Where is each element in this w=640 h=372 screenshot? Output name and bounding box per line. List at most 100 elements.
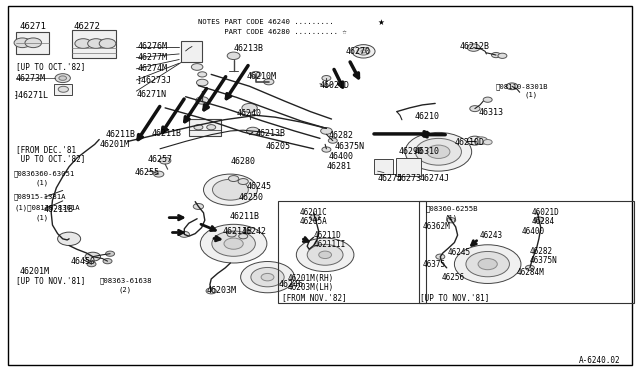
Text: [UP TO NOV.'81]: [UP TO NOV.'81] <box>16 276 85 285</box>
Circle shape <box>198 72 207 77</box>
Text: 46201M(RH): 46201M(RH) <box>288 274 334 283</box>
Circle shape <box>328 138 337 143</box>
Circle shape <box>361 50 366 53</box>
Bar <box>374 159 393 174</box>
Text: 46242: 46242 <box>242 227 267 236</box>
Text: 46213B: 46213B <box>256 129 286 138</box>
Circle shape <box>55 74 70 83</box>
Circle shape <box>99 39 116 48</box>
Bar <box>181 41 202 62</box>
Text: 46290: 46290 <box>398 147 423 156</box>
Circle shape <box>25 38 42 48</box>
Circle shape <box>242 103 257 112</box>
Text: [UP TO OCT.'82]: [UP TO OCT.'82] <box>16 62 85 71</box>
Text: 46246: 46246 <box>278 280 303 289</box>
Text: ⑥08360-6255B: ⑥08360-6255B <box>426 206 478 212</box>
Circle shape <box>467 136 483 145</box>
Circle shape <box>194 125 203 130</box>
Text: [FROM NOV.'82]: [FROM NOV.'82] <box>282 293 346 302</box>
Text: NOTES PART CODE 46240 .........: NOTES PART CODE 46240 ......... <box>198 19 334 25</box>
Text: 46313: 46313 <box>479 108 504 117</box>
Text: 46276M: 46276M <box>138 42 168 51</box>
Text: ⁆46271L: ⁆46271L <box>14 90 49 99</box>
Circle shape <box>224 238 243 249</box>
Bar <box>54 84 72 95</box>
Circle shape <box>525 265 534 270</box>
Text: 46274M: 46274M <box>138 64 168 73</box>
Circle shape <box>436 254 445 259</box>
Text: 46205A: 46205A <box>300 217 327 226</box>
Circle shape <box>59 76 67 80</box>
Text: 46201M: 46201M <box>99 140 129 149</box>
Text: 46284: 46284 <box>531 217 554 226</box>
Circle shape <box>475 137 488 144</box>
Text: 46375N: 46375N <box>530 256 557 265</box>
Bar <box>396 158 421 176</box>
Circle shape <box>322 76 331 81</box>
Text: [FROM DEC.'81: [FROM DEC.'81 <box>16 145 76 154</box>
Circle shape <box>200 224 267 263</box>
Text: 46211B: 46211B <box>223 227 253 236</box>
Text: ③08363-61638: ③08363-61638 <box>99 278 152 284</box>
Text: 46245: 46245 <box>448 248 471 257</box>
Circle shape <box>88 39 104 48</box>
Text: 46256: 46256 <box>442 273 465 282</box>
Text: (1): (1) <box>35 179 49 186</box>
Circle shape <box>106 251 115 256</box>
Text: (1): (1) <box>445 214 458 221</box>
Text: 46245: 46245 <box>246 182 271 190</box>
Text: 46243: 46243 <box>480 231 503 240</box>
Text: 46210D: 46210D <box>454 138 484 147</box>
Circle shape <box>154 171 164 177</box>
Text: 46274J: 46274J <box>419 174 449 183</box>
Circle shape <box>506 83 518 90</box>
Circle shape <box>498 53 507 58</box>
Text: 46270: 46270 <box>346 47 371 56</box>
Text: 46211B: 46211B <box>152 129 182 138</box>
Circle shape <box>58 86 68 92</box>
Circle shape <box>483 97 492 102</box>
Circle shape <box>103 259 112 264</box>
Circle shape <box>196 97 209 104</box>
Text: 46213B: 46213B <box>234 44 264 53</box>
Circle shape <box>193 203 204 209</box>
Text: ⒲08110-8301B: ⒲08110-8301B <box>496 83 548 90</box>
Text: 46211D: 46211D <box>314 231 341 240</box>
Circle shape <box>322 147 331 152</box>
Circle shape <box>251 267 284 287</box>
Text: 46021D: 46021D <box>320 81 350 90</box>
Text: 46240: 46240 <box>237 109 262 118</box>
Text: 46205: 46205 <box>266 142 291 151</box>
Text: 46021D: 46021D <box>531 208 559 217</box>
Circle shape <box>179 231 189 237</box>
Circle shape <box>310 215 320 221</box>
Text: 46255: 46255 <box>134 169 159 177</box>
Circle shape <box>307 244 343 265</box>
Text: ⁆46273J: ⁆46273J <box>136 76 172 84</box>
Text: A-6240.02: A-6240.02 <box>579 356 621 365</box>
Text: 46375N: 46375N <box>334 142 364 151</box>
Text: PART CODE 46280 .......... ☆: PART CODE 46280 .......... ☆ <box>198 29 347 35</box>
Circle shape <box>261 273 274 281</box>
Bar <box>72 30 116 58</box>
Bar <box>189 119 221 136</box>
Circle shape <box>321 128 332 134</box>
Text: (1): (1) <box>35 214 49 221</box>
Circle shape <box>483 140 492 145</box>
Text: 46273: 46273 <box>397 174 422 183</box>
Text: 46257: 46257 <box>147 155 172 164</box>
Text: 46282: 46282 <box>530 247 553 256</box>
Text: 46273M: 46273M <box>16 74 46 83</box>
Circle shape <box>470 106 480 112</box>
Text: 46211B: 46211B <box>106 130 136 139</box>
Text: 46272: 46272 <box>74 22 100 31</box>
Circle shape <box>241 262 294 293</box>
Bar <box>278 201 426 303</box>
Text: 46280: 46280 <box>230 157 255 166</box>
Text: 46212B: 46212B <box>460 42 490 51</box>
Text: 46201M: 46201M <box>19 267 49 276</box>
Text: 46210: 46210 <box>415 112 440 121</box>
Circle shape <box>206 288 216 294</box>
Bar <box>419 201 634 303</box>
Text: 46375: 46375 <box>422 260 445 269</box>
